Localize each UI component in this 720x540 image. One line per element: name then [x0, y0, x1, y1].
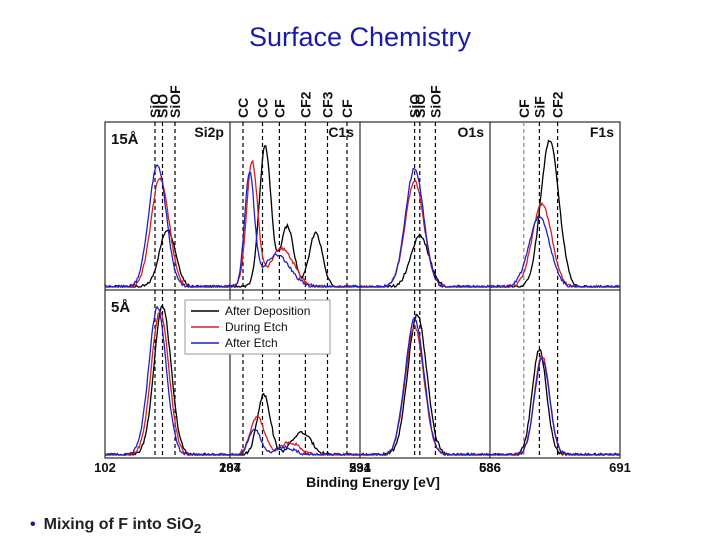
reference-label: CC [255, 98, 271, 118]
series-during-etch [360, 325, 491, 457]
reference-label: CF2 [297, 91, 313, 118]
series-after-deposition [489, 348, 621, 457]
row-label: 5Å [111, 299, 130, 316]
panel-label-f1s: F1s [590, 124, 614, 140]
panel-frame [489, 289, 621, 459]
series-during-etch [489, 201, 621, 289]
x-tick-label: 102 [94, 460, 116, 475]
bullet-text: Mixing of F into SiO [43, 516, 194, 533]
x-tick-label: 294 [349, 460, 371, 475]
reference-label: SiO [155, 94, 171, 118]
legend-entry: After Deposition [225, 304, 310, 318]
series-after-etch [229, 428, 360, 457]
x-tick-label: 691 [609, 460, 631, 475]
legend-entry: After Etch [225, 336, 278, 350]
x-tick-label: 536 [479, 460, 501, 475]
x-tick-label: 686 [479, 460, 501, 475]
series-after-etch [105, 305, 230, 456]
series-after-etch [105, 164, 231, 289]
reference-label: CF [339, 99, 355, 118]
x-axis-label: Binding Energy [eV] [306, 474, 440, 490]
bullet-subscript: 2 [193, 521, 202, 537]
series-after-deposition [104, 229, 231, 289]
x-tick-label: 284 [219, 460, 241, 475]
series-after-etch [359, 167, 491, 289]
series-during-etch [104, 177, 231, 289]
series-during-etch [489, 354, 621, 457]
reference-label: SiO [407, 94, 423, 118]
series-after-etch [359, 316, 491, 456]
legend-entry: During Etch [225, 320, 288, 334]
row-label: 15Å [111, 131, 139, 148]
reference-label: SiOF [167, 85, 183, 118]
panel-frame [359, 121, 491, 291]
reference-label: SiO [147, 94, 163, 118]
series-after-etch [489, 215, 621, 289]
reference-label: SiO [412, 94, 428, 118]
reference-label: CF [271, 99, 287, 118]
panel-label-c1s: C1s [328, 124, 354, 140]
reference-label: CC [235, 98, 251, 118]
reference-label: CF3 [320, 91, 336, 118]
series-during-etch [359, 179, 491, 288]
panel-label-o1s: O1s [458, 124, 485, 140]
reference-label: CF2 [550, 91, 566, 118]
page-title: Surface Chemistry [248, 22, 472, 52]
bullet-dot: • [30, 516, 36, 533]
series-after-deposition [360, 233, 491, 288]
legend: After Deposition During Etch After Etch [184, 299, 331, 355]
x-tick-label: 531 [349, 460, 371, 475]
reference-label: CF [516, 99, 532, 118]
series-after-etch [230, 171, 361, 289]
reference-label: SiOF [427, 85, 443, 118]
x-tick-label: 107 [219, 460, 241, 475]
reference-label: SiF [531, 96, 547, 118]
panel-frame [359, 289, 491, 459]
bullet-point: • Mixing of F into SiO2 [30, 516, 201, 536]
panel-f1s: F1s 686 691 CF SiF CF2 [479, 91, 631, 475]
series-after-etch [489, 355, 621, 457]
panel-label-si2p: Si2p [194, 124, 224, 140]
series-during-etch [229, 159, 361, 289]
